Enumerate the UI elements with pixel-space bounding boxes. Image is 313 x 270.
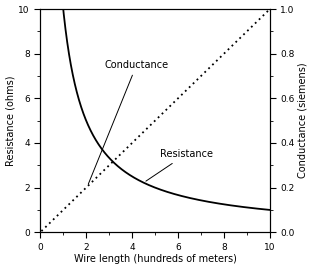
Y-axis label: Conductance (siemens): Conductance (siemens) — [297, 63, 307, 178]
Y-axis label: Resistance (ohms): Resistance (ohms) — [6, 75, 16, 166]
Text: Resistance: Resistance — [146, 149, 213, 181]
Text: Conductance: Conductance — [88, 60, 169, 184]
X-axis label: Wire length (hundreds of meters): Wire length (hundreds of meters) — [74, 254, 237, 264]
